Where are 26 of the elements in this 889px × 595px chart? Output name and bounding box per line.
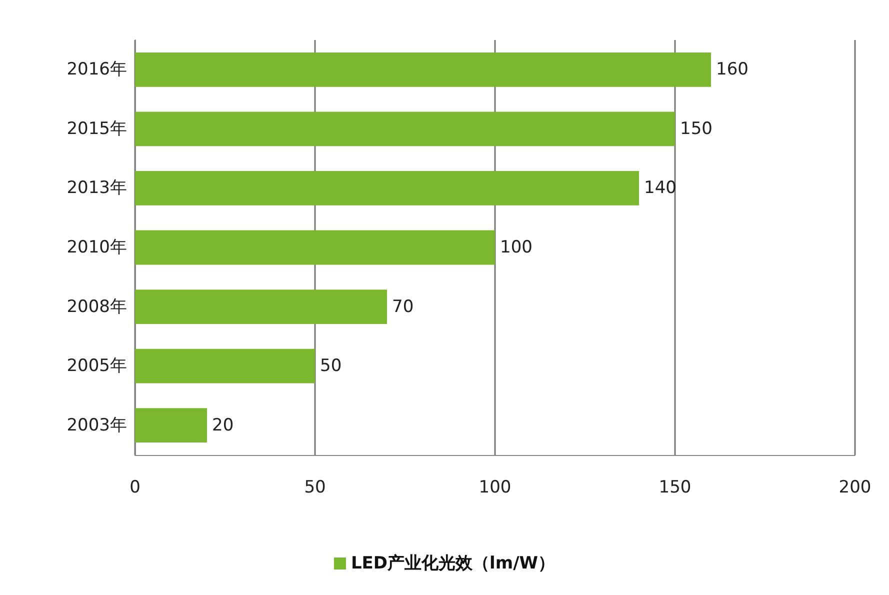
bar bbox=[135, 230, 495, 265]
bar bbox=[135, 348, 315, 384]
data-label: 20 bbox=[212, 415, 234, 436]
bar bbox=[135, 52, 711, 87]
data-label: 160 bbox=[716, 60, 748, 80]
y-tick-label: 2005年 bbox=[66, 356, 127, 376]
y-tick-label: 2016年 bbox=[66, 60, 127, 80]
x-tick-label: 200 bbox=[838, 478, 872, 498]
y-tick-label: 2003年 bbox=[66, 415, 127, 436]
y-tick-label: 2010年 bbox=[66, 238, 127, 258]
bar bbox=[135, 171, 639, 206]
x-tick-label: 0 bbox=[130, 478, 140, 498]
data-label: 150 bbox=[680, 118, 712, 139]
bar bbox=[135, 290, 387, 324]
legend-label: LED产业化光效（lm/W） bbox=[350, 554, 556, 574]
x-tick-label: 100 bbox=[478, 478, 512, 498]
data-label: 50 bbox=[320, 356, 342, 376]
y-tick-label: 2013年 bbox=[66, 178, 127, 198]
data-label: 70 bbox=[392, 296, 414, 317]
y-tick-label: 2008年 bbox=[66, 296, 127, 317]
bar bbox=[135, 408, 207, 443]
data-label: 100 bbox=[500, 238, 532, 258]
y-tick-label: 2015年 bbox=[66, 118, 127, 139]
x-tick-label: 150 bbox=[658, 478, 692, 498]
bar bbox=[135, 112, 675, 146]
x-tick-label: 50 bbox=[304, 478, 326, 498]
